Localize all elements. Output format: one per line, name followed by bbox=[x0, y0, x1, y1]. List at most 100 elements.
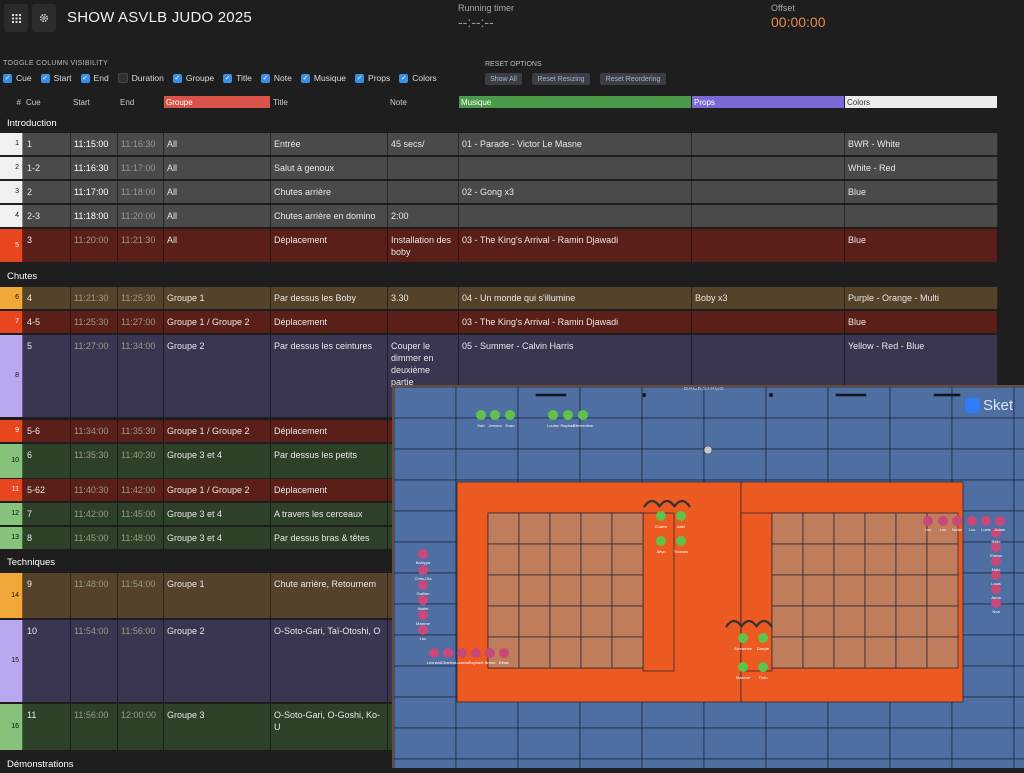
column-header-end[interactable]: End bbox=[120, 97, 135, 107]
cell-props[interactable] bbox=[692, 335, 845, 417]
cell-start[interactable]: 11:15:00 bbox=[71, 133, 118, 155]
performer-marker-icon[interactable] bbox=[418, 580, 428, 590]
cell-start[interactable]: 11:34:00 bbox=[71, 420, 118, 442]
cell-title[interactable]: Par dessus les ceintures bbox=[271, 335, 388, 417]
cell-end[interactable]: 11:21:30 bbox=[118, 229, 164, 262]
cell-start[interactable]: 11:56:00 bbox=[71, 704, 118, 750]
cell-title[interactable]: A travers les cerceaux bbox=[271, 503, 388, 525]
cell-start[interactable]: 11:16:30 bbox=[71, 157, 118, 179]
cell-note[interactable]: 3.30 bbox=[388, 287, 459, 309]
performer-marker-icon[interactable] bbox=[981, 516, 991, 526]
cell-colors[interactable] bbox=[845, 205, 998, 227]
toggle-colors[interactable]: ✓ Colors bbox=[399, 73, 437, 83]
toggle-note[interactable]: ✓ Note bbox=[260, 73, 292, 83]
checkbox-checked-icon[interactable]: ✓ bbox=[355, 73, 365, 83]
cell-cue[interactable]: 6 bbox=[24, 444, 71, 478]
cell-props[interactable] bbox=[692, 181, 845, 203]
table-row[interactable]: 2 1-2 11:16:30 11:17:00 All Salut à genoux Whi… bbox=[0, 157, 998, 179]
cell-note[interactable]: 45 secs/ bbox=[388, 133, 459, 155]
checkbox-checked-icon[interactable]: ✓ bbox=[80, 73, 90, 83]
toggle-end[interactable]: ✓ End bbox=[80, 73, 109, 83]
cell-colors[interactable]: Blue bbox=[845, 311, 998, 333]
performer-marker-icon[interactable] bbox=[938, 516, 948, 526]
cell-start[interactable]: 11:25:30 bbox=[71, 311, 118, 333]
performer-marker-icon[interactable] bbox=[471, 648, 481, 658]
cell-start[interactable]: 11:27:00 bbox=[71, 335, 118, 417]
cell-cue[interactable]: 10 bbox=[24, 620, 71, 702]
cell-props[interactable] bbox=[692, 311, 845, 333]
checkbox-checked-icon[interactable]: ✓ bbox=[40, 73, 50, 83]
cell-colors[interactable]: White - Red bbox=[845, 157, 998, 179]
checkbox-checked-icon[interactable]: ✓ bbox=[172, 73, 182, 83]
performer-marker-icon[interactable] bbox=[429, 648, 439, 658]
performer-marker-icon[interactable] bbox=[991, 598, 1001, 608]
performer-marker-icon[interactable] bbox=[563, 410, 573, 420]
performer-marker-icon[interactable] bbox=[991, 570, 1001, 580]
performer-marker-icon[interactable] bbox=[418, 625, 428, 635]
performer-marker-icon[interactable] bbox=[490, 410, 500, 420]
cell-end[interactable]: 11:20:00 bbox=[118, 205, 164, 227]
cell-note[interactable]: Couper le dimmer en deuxième partie bbox=[388, 335, 459, 417]
performer-marker-icon[interactable] bbox=[991, 584, 1001, 594]
cell-cue[interactable]: 5-6 bbox=[24, 420, 71, 442]
checkbox-checked-icon[interactable]: ✓ bbox=[260, 73, 270, 83]
cell-title[interactable]: Déplacement bbox=[271, 420, 388, 442]
cell-title[interactable]: Salut à genoux bbox=[271, 157, 388, 179]
cell-groupe[interactable]: All bbox=[164, 205, 271, 227]
cell-title[interactable]: O-Soto-Gari, Taï-Otoshi, O bbox=[271, 620, 388, 702]
cell-groupe[interactable]: All bbox=[164, 133, 271, 155]
stage-map[interactable]: Karl Jemma Evan Louise Raphaël Clémentine Char… bbox=[392, 385, 1024, 768]
cell-title[interactable]: Entrée bbox=[271, 133, 388, 155]
cell-groupe[interactable]: Groupe 3 et 4 bbox=[164, 527, 271, 549]
column-header-note[interactable]: Note bbox=[390, 97, 407, 107]
cell-cue[interactable]: 5 bbox=[24, 335, 71, 417]
toggle-title[interactable]: ✓ Title bbox=[223, 73, 252, 83]
cell-end[interactable]: 12:00:00 bbox=[118, 704, 164, 750]
reset-resizing-button[interactable]: Reset Resizing bbox=[532, 73, 590, 85]
cell-end[interactable]: 11:56:00 bbox=[118, 620, 164, 702]
column-header-musique[interactable]: Musique bbox=[459, 96, 691, 108]
cell-end[interactable]: 11:35:30 bbox=[118, 420, 164, 442]
performer-marker-icon[interactable] bbox=[952, 516, 962, 526]
section-header[interactable]: Démonstrations bbox=[7, 758, 74, 770]
cell-end[interactable]: 11:18:00 bbox=[118, 181, 164, 203]
grid-menu-button[interactable] bbox=[4, 4, 28, 32]
cell-colors[interactable]: Yellow - Red - Blue bbox=[845, 335, 998, 417]
cell-musique[interactable]: 05 - Summer - Calvin Harris bbox=[459, 335, 692, 417]
column-header-props[interactable]: Props bbox=[692, 96, 844, 108]
cell-end[interactable]: 11:40:30 bbox=[118, 444, 164, 478]
cell-end[interactable]: 11:17:00 bbox=[118, 157, 164, 179]
cell-title[interactable]: Chute arrière, Retournem bbox=[271, 573, 388, 618]
cell-end[interactable]: 11:42:00 bbox=[118, 479, 164, 501]
cell-title[interactable]: Par dessus les petits bbox=[271, 444, 388, 478]
performer-marker-icon[interactable] bbox=[738, 633, 748, 643]
cell-title[interactable]: Déplacement bbox=[271, 229, 388, 262]
cell-musique[interactable]: 03 - The King's Arrival - Ramin Djawadi bbox=[459, 229, 692, 262]
cell-note[interactable] bbox=[388, 181, 459, 203]
cell-musique[interactable]: 01 - Parade - Victor Le Masne bbox=[459, 133, 692, 155]
cell-title[interactable]: Déplacement bbox=[271, 479, 388, 501]
cell-start[interactable]: 11:21:30 bbox=[71, 287, 118, 309]
cell-start[interactable]: 11:48:00 bbox=[71, 573, 118, 618]
performer-marker-icon[interactable] bbox=[995, 516, 1005, 526]
performer-marker-icon[interactable] bbox=[656, 536, 666, 546]
cell-cue[interactable]: 2 bbox=[24, 181, 71, 203]
toggle-groupe[interactable]: ✓ Groupe bbox=[172, 73, 214, 83]
performer-marker-icon[interactable] bbox=[418, 549, 428, 559]
table-row[interactable]: 3 2 11:17:00 11:18:00 All Chutes arrière 02 - … bbox=[0, 181, 998, 203]
cell-groupe[interactable]: Groupe 1 / Groupe 2 bbox=[164, 311, 271, 333]
cell-cue[interactable]: 5-62 bbox=[24, 479, 71, 501]
cell-musique[interactable]: 02 - Gong x3 bbox=[459, 181, 692, 203]
cell-musique[interactable]: 04 - Un monde qui s'illumine bbox=[459, 287, 692, 309]
cell-groupe[interactable]: Groupe 1 / Groupe 2 bbox=[164, 420, 271, 442]
performer-marker-icon[interactable] bbox=[676, 511, 686, 521]
cell-end[interactable]: 11:54:00 bbox=[118, 573, 164, 618]
cell-props[interactable] bbox=[692, 133, 845, 155]
cell-start[interactable]: 11:54:00 bbox=[71, 620, 118, 702]
performer-marker-icon[interactable] bbox=[505, 410, 515, 420]
cell-colors[interactable]: Blue bbox=[845, 181, 998, 203]
cell-groupe[interactable]: Groupe 2 bbox=[164, 335, 271, 417]
performer-marker-icon[interactable] bbox=[548, 410, 558, 420]
cell-groupe[interactable]: All bbox=[164, 157, 271, 179]
